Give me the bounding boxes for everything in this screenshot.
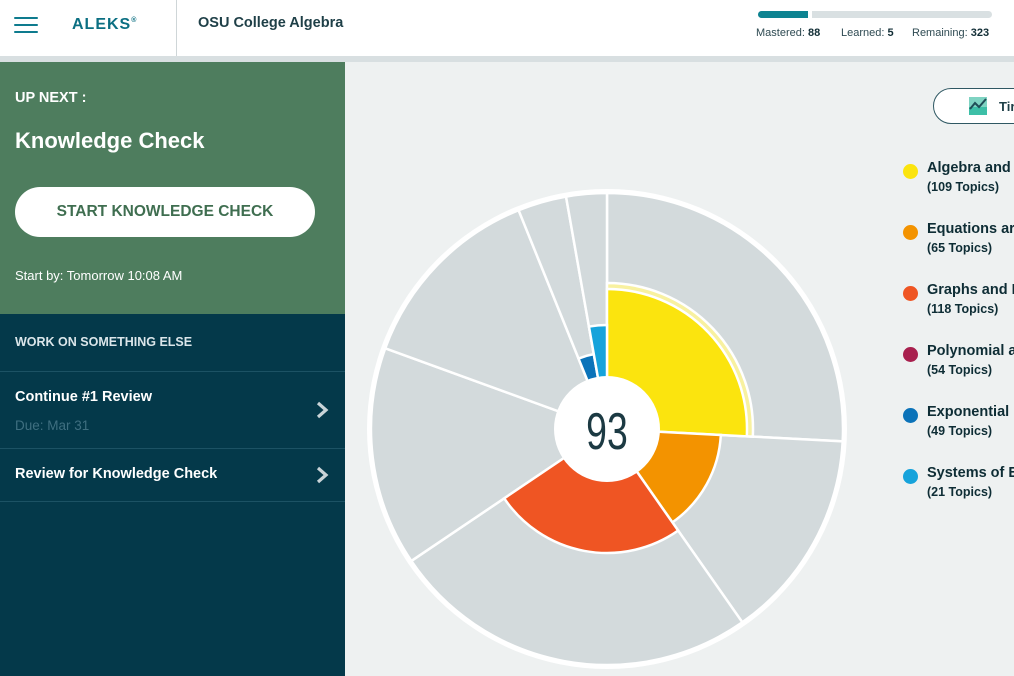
legend-count: (54 Topics) bbox=[927, 363, 993, 377]
legend-name: Exponential bbox=[927, 404, 1010, 420]
legend-count: (118 Topics) bbox=[927, 302, 999, 316]
header-divider bbox=[176, 0, 177, 56]
legend-color-dot bbox=[903, 225, 918, 240]
legend-color-dot bbox=[903, 286, 918, 301]
review-knowledge-check-item[interactable]: Review for Knowledge Check bbox=[0, 449, 345, 501]
progress-track bbox=[758, 11, 992, 18]
learned-stat: Learned: 5 bbox=[841, 27, 894, 39]
row-divider bbox=[0, 371, 345, 372]
up-next-label: UP NEXT : bbox=[15, 90, 87, 106]
progress-learned-fill bbox=[808, 11, 812, 18]
mastered-stat: Mastered: 88 bbox=[756, 27, 821, 39]
row-divider bbox=[0, 501, 345, 502]
legend-item[interactable]: Graphs and I (118 Topics) bbox=[903, 281, 1014, 327]
legend-item[interactable]: Exponential (49 Topics) bbox=[903, 403, 1014, 449]
topic-pie-chart: 93 bbox=[367, 189, 847, 669]
work-on-something-else-panel: WORK ON SOMETHING ELSE Continue #1 Revie… bbox=[0, 314, 345, 676]
up-next-panel: UP NEXT : Knowledge Check START KNOWLEDG… bbox=[0, 62, 345, 314]
trend-chart-icon bbox=[969, 97, 987, 115]
legend-color-dot bbox=[903, 408, 918, 423]
legend-item[interactable]: Algebra and (109 Topics) bbox=[903, 159, 1014, 205]
chevron-right-icon bbox=[316, 466, 329, 484]
course-title: OSU College Algebra bbox=[198, 15, 344, 31]
legend-color-dot bbox=[903, 469, 918, 484]
legend-count: (49 Topics) bbox=[927, 424, 993, 438]
legend-color-dot bbox=[903, 164, 918, 179]
legend-name: Graphs and I bbox=[927, 282, 1014, 298]
aleks-logo[interactable]: ALEKS® bbox=[72, 16, 138, 33]
legend-item[interactable]: Systems of E (21 Topics) bbox=[903, 464, 1014, 510]
legend-color-dot bbox=[903, 347, 918, 362]
work-else-label: WORK ON SOMETHING ELSE bbox=[15, 335, 193, 349]
top-header: ALEKS® OSU College Algebra Mastered: 88 … bbox=[0, 0, 1014, 56]
start-knowledge-check-button[interactable]: START KNOWLEDGE CHECK bbox=[15, 187, 315, 237]
pie-slice-background bbox=[383, 208, 610, 432]
remaining-stat: Remaining: 323 bbox=[912, 27, 990, 39]
start-by-text: Start by: Tomorrow 10:08 AM bbox=[15, 268, 183, 283]
hamburger-icon[interactable] bbox=[14, 15, 38, 35]
header-rule bbox=[0, 56, 1014, 62]
legend-name: Polynomial a bbox=[927, 343, 1014, 359]
progress-mastered-fill bbox=[758, 11, 808, 18]
legend-count: (21 Topics) bbox=[927, 485, 993, 499]
continue-review-item[interactable]: Continue #1 Review Due: Mar 31 bbox=[0, 372, 345, 448]
pie-slice-graphs bbox=[502, 427, 680, 555]
legend-name: Systems of E bbox=[927, 465, 1014, 481]
pie-slices bbox=[369, 191, 845, 667]
legend-item[interactable]: Polynomial a (54 Topics) bbox=[903, 342, 1014, 388]
chevron-right-icon bbox=[316, 401, 329, 419]
pie-center-value: 93 bbox=[586, 402, 628, 461]
legend-item[interactable]: Equations ar (65 Topics) bbox=[903, 220, 1014, 266]
continue-review-due: Due: Mar 31 bbox=[15, 418, 90, 433]
legend-name: Equations ar bbox=[927, 221, 1014, 237]
up-next-title: Knowledge Check bbox=[15, 128, 205, 153]
legend-count: (109 Topics) bbox=[927, 180, 1000, 194]
pie-slice-background bbox=[369, 346, 610, 563]
pie-center-circle bbox=[554, 376, 660, 482]
review-knowledge-check-title: Review for Knowledge Check bbox=[15, 466, 218, 482]
legend-count: (65 Topics) bbox=[927, 241, 993, 255]
legend-name: Algebra and bbox=[927, 160, 1011, 176]
timeline-button[interactable]: Tir bbox=[933, 88, 1014, 124]
timeline-label: Tir bbox=[999, 99, 1014, 114]
continue-review-title: Continue #1 Review bbox=[15, 389, 152, 405]
row-divider bbox=[0, 448, 345, 449]
